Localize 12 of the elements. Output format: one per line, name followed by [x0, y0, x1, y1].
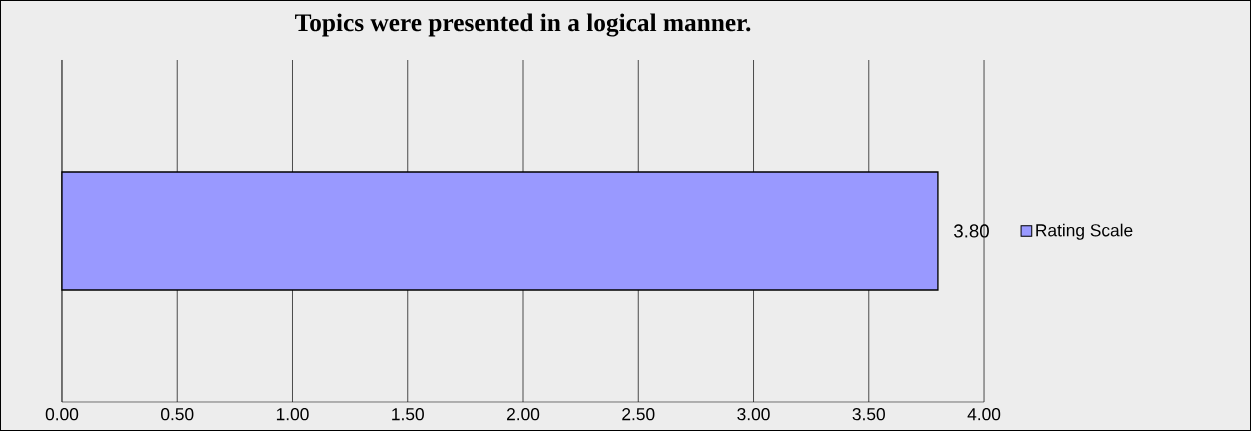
x-tick-label: 3.00 [737, 408, 770, 421]
chart-title: Topics were presented in a logical manner. [295, 13, 751, 37]
x-tick-label: 0.50 [161, 408, 194, 421]
x-tick-label: 3.50 [852, 408, 885, 421]
x-tick-label: 4.00 [967, 408, 1001, 421]
data-label: 3.80 [954, 224, 989, 238]
x-tick-label: 0.00 [45, 408, 79, 421]
x-tick-label: 1.50 [392, 408, 424, 421]
x-tick-label: 2.50 [622, 408, 655, 421]
x-tick-label: 2.00 [507, 408, 540, 421]
x-tick-label: 1.00 [276, 408, 309, 421]
legend-label: Rating Scale [1036, 223, 1133, 240]
